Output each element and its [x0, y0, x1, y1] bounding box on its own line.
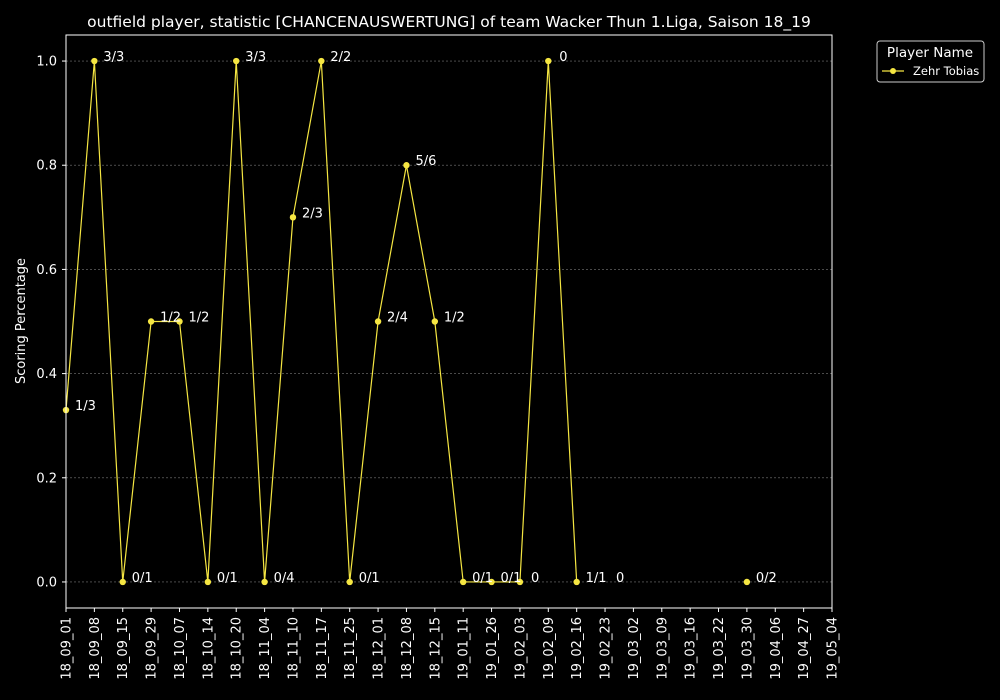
plot-frame [65, 34, 833, 609]
data-point [403, 162, 410, 169]
data-label: 0/2 [756, 571, 777, 586]
data-label: 5/6 [415, 154, 436, 169]
x-tick-label: 18_12_01 [372, 617, 387, 680]
data-label: 0/1 [359, 571, 380, 586]
data-label: 0/1 [472, 571, 493, 586]
data-label: 1/3 [75, 399, 96, 414]
data-label: 1/2 [444, 311, 465, 326]
data-label: 1/2 [188, 311, 209, 326]
data-label: 0/1 [501, 571, 522, 586]
x-tick-label: 18_10_14 [201, 617, 216, 680]
data-point [516, 578, 524, 586]
legend-entry-label: Zehr Tobias [913, 64, 979, 78]
y-tick-label: 0.2 [36, 471, 57, 486]
data-label: 0/1 [132, 571, 153, 586]
y-axis-title: Scoring Percentage [14, 258, 29, 384]
data-point [346, 578, 353, 586]
chart-title: outfield player, statistic [CHANCENAUSWE… [87, 13, 811, 32]
data-point [488, 578, 495, 586]
x-tick-label: 19_03_16 [684, 617, 699, 680]
x-tick-label: 19_05_04 [826, 617, 841, 680]
data-point [289, 214, 297, 221]
x-tick-label: 19_01_26 [485, 617, 500, 680]
x-tick-label: 19_03_30 [740, 617, 755, 680]
x-tick-label: 19_04_06 [769, 617, 784, 680]
plot-area [66, 35, 832, 608]
x-tick-label: 18_12_08 [400, 617, 415, 680]
data-point [431, 318, 439, 325]
data-point [176, 318, 183, 325]
x-tick-label: 18_10_20 [230, 617, 245, 680]
x-tick-label: 18_09_15 [116, 617, 131, 680]
x-tick-label: 19_01_11 [457, 617, 472, 680]
data-point [318, 57, 325, 65]
x-tick-label: 18_11_04 [258, 617, 273, 680]
x-tick-label: 19_03_02 [627, 617, 642, 680]
y-tick-label: 0.8 [36, 159, 57, 174]
x-tick-label: 19_02_03 [513, 617, 528, 680]
data-label: 1/2 [160, 311, 181, 326]
y-tick-label: 0.6 [36, 263, 57, 278]
series-layer [62, 57, 751, 586]
data-point [743, 578, 751, 586]
data-labels: 1/3 3/3 0/1 1/2 1/2 0/1 3/3 0/4 2/3 2/2 0/1 2/4 5/6 1… [75, 50, 777, 586]
x-tick-label: 18_09_01 [60, 617, 75, 680]
x-tick-label: 18_11_25 [343, 617, 358, 680]
data-label: 0 [559, 50, 567, 65]
x-tick-label: 18_11_17 [315, 617, 330, 680]
legend-box [876, 40, 985, 83]
data-point [91, 57, 98, 65]
x-tick-label: 19_02_16 [570, 617, 585, 680]
data-point [261, 578, 268, 586]
data-point [147, 318, 155, 325]
x-tick-label: 19_03_22 [712, 617, 727, 680]
data-label: 0 [616, 571, 624, 586]
y-axis: 0.0 0.2 0.4 0.6 0.8 1.0 [36, 55, 66, 590]
x-axis: 18_09_01 18_09_08 18_09_15 18_09_29 18_10_07… [60, 608, 841, 680]
data-label: 1/1 [586, 571, 607, 586]
data-point [459, 578, 467, 586]
data-point [374, 318, 382, 325]
x-tick-label: 18_09_29 [145, 617, 160, 680]
data-label: 0/4 [274, 571, 295, 586]
x-tick-label: 18_12_15 [428, 617, 443, 680]
data-point [119, 578, 126, 586]
data-label: 0/1 [217, 571, 238, 586]
x-tick-label: 18_09_08 [88, 617, 103, 680]
x-tick-label: 18_11_10 [286, 617, 301, 680]
data-label: 3/3 [245, 50, 266, 65]
x-tick-label: 18_10_07 [173, 617, 188, 680]
x-tick-label: 19_03_09 [655, 617, 670, 680]
legend-point-marker [890, 68, 896, 74]
data-label: 2/3 [302, 206, 323, 221]
data-point [204, 578, 212, 586]
data-point [545, 57, 552, 65]
data-label: 0 [531, 571, 539, 586]
y-tick-label: 1.0 [36, 55, 57, 70]
data-point [573, 578, 580, 586]
x-tick-label: 19_02_23 [599, 617, 614, 680]
data-point [233, 57, 240, 65]
legend-title: Player Name [887, 45, 973, 61]
x-tick-label: 19_02_09 [542, 617, 557, 680]
x-tick-label: 19_04_27 [797, 617, 812, 680]
data-label: 2/4 [387, 311, 408, 326]
y-tick-label: 0.4 [36, 367, 57, 382]
data-label: 3/3 [103, 50, 124, 65]
legend: Player Name Zehr Tobias [876, 40, 985, 83]
y-tick-label: 0.0 [36, 575, 57, 590]
data-label: 2/2 [330, 50, 351, 65]
